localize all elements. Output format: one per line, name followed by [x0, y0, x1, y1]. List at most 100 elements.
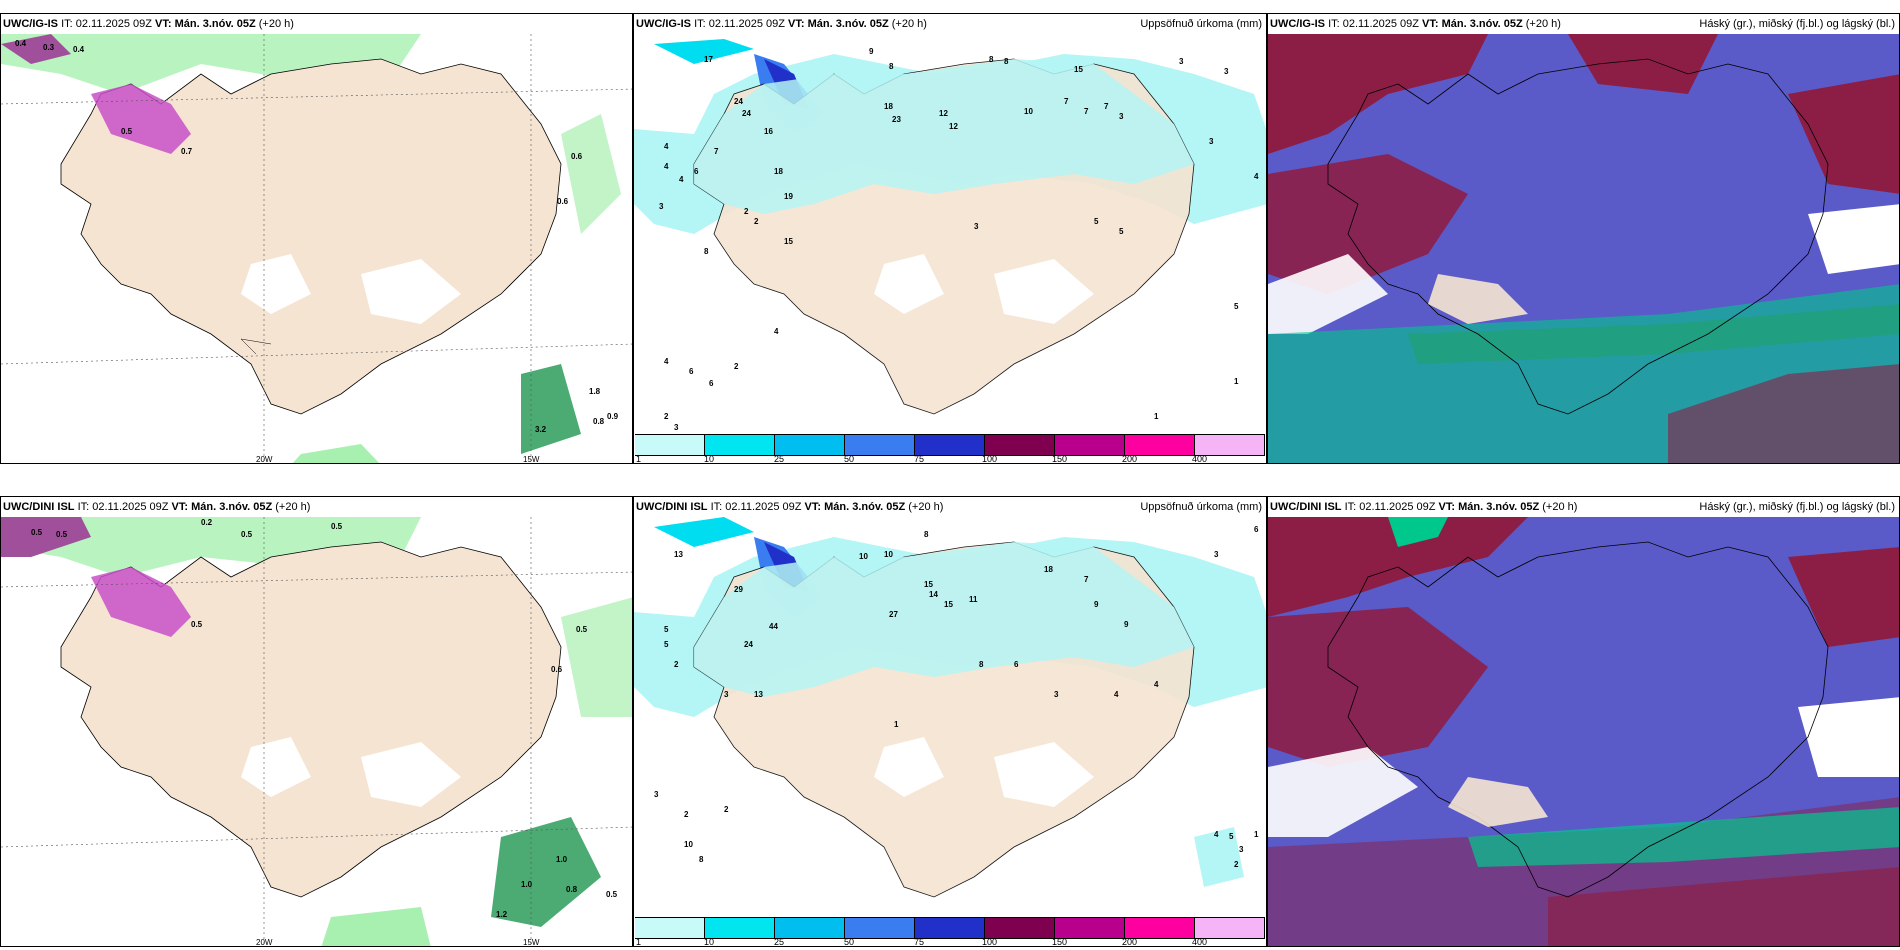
svg-text:6: 6 — [1254, 525, 1259, 534]
svg-text:16: 16 — [764, 127, 773, 136]
svg-text:3: 3 — [1239, 845, 1244, 854]
svg-text:7: 7 — [1084, 575, 1089, 584]
svg-text:1.2: 1.2 — [496, 910, 508, 919]
panel-wind-ig: UWC/IG-IS IT: 02.11.2025 09Z VT: Mán. 3.… — [0, 13, 633, 464]
svg-text:8: 8 — [889, 62, 894, 71]
svg-text:14: 14 — [929, 590, 938, 599]
svg-text:3: 3 — [1119, 112, 1124, 121]
svg-text:4: 4 — [664, 142, 669, 151]
svg-text:15: 15 — [784, 237, 793, 246]
svg-text:2: 2 — [684, 810, 689, 819]
svg-text:7: 7 — [1084, 107, 1089, 116]
svg-text:0.6: 0.6 — [571, 152, 583, 161]
svg-text:44: 44 — [769, 622, 778, 631]
svg-text:13: 13 — [674, 550, 683, 559]
svg-text:1: 1 — [1154, 412, 1159, 421]
svg-text:4: 4 — [664, 162, 669, 171]
svg-text:0.2: 0.2 — [201, 518, 213, 527]
svg-text:0.5: 0.5 — [576, 625, 588, 634]
svg-text:0.9: 0.9 — [607, 412, 619, 421]
svg-text:9: 9 — [869, 47, 874, 56]
svg-text:5: 5 — [1119, 227, 1124, 236]
panel-wind-dini: UWC/DINI ISL IT: 02.11.2025 09Z VT: Mán.… — [0, 496, 633, 947]
svg-text:1.0: 1.0 — [521, 880, 533, 889]
svg-text:2: 2 — [754, 217, 759, 226]
iceland-outline — [1327, 58, 1829, 415]
svg-text:15: 15 — [924, 580, 933, 589]
svg-text:3: 3 — [659, 202, 664, 211]
svg-text:5: 5 — [664, 640, 669, 649]
svg-text:6: 6 — [1014, 660, 1019, 669]
svg-text:8: 8 — [699, 855, 704, 864]
svg-text:11: 11 — [969, 595, 978, 604]
svg-text:1: 1 — [1254, 830, 1259, 839]
svg-text:5: 5 — [1234, 302, 1239, 311]
svg-text:0.6: 0.6 — [557, 197, 569, 206]
svg-text:2: 2 — [664, 412, 669, 421]
svg-text:2: 2 — [674, 660, 679, 669]
svg-text:3: 3 — [974, 222, 979, 231]
svg-text:4: 4 — [664, 357, 669, 366]
svg-text:0.5: 0.5 — [606, 890, 618, 899]
precip-map: 17 9 8 8 8 15 3 3 24 24 16 18 23 12 12 1… — [634, 34, 1266, 439]
svg-text:3: 3 — [1209, 137, 1214, 146]
panel-title: UWC/IG-IS IT: 02.11.2025 09Z VT: Mán. 3.… — [1270, 18, 1561, 30]
svg-text:5: 5 — [1229, 832, 1234, 841]
svg-text:0.8: 0.8 — [566, 885, 578, 894]
panel-subtitle: Uppsöfnuð úrkoma (mm) — [1140, 501, 1262, 513]
svg-text:0.4: 0.4 — [15, 39, 27, 48]
svg-text:6: 6 — [689, 367, 694, 376]
svg-text:10: 10 — [1024, 107, 1033, 116]
svg-text:6: 6 — [709, 379, 714, 388]
svg-text:4: 4 — [774, 327, 779, 336]
svg-text:15W: 15W — [523, 938, 540, 947]
svg-text:2: 2 — [1234, 860, 1239, 869]
panel-title: UWC/DINI ISL IT: 02.11.2025 09Z VT: Mán.… — [636, 501, 944, 513]
precip-map: 13 10 10 8 6 3 5 29 24 44 27 15 15 14 11… — [634, 517, 1266, 922]
svg-text:15: 15 — [1074, 65, 1083, 74]
panel-clouds-ig: UWC/IG-IS IT: 02.11.2025 09Z VT: Mán. 3.… — [1267, 13, 1900, 464]
svg-text:18: 18 — [1044, 565, 1053, 574]
svg-text:24: 24 — [742, 109, 751, 118]
svg-text:4: 4 — [679, 175, 684, 184]
svg-text:8: 8 — [1004, 57, 1009, 66]
svg-text:7: 7 — [1064, 97, 1069, 106]
svg-text:3: 3 — [654, 790, 659, 799]
panel-title: UWC/DINI ISL IT: 02.11.2025 09Z VT: Mán.… — [3, 501, 311, 513]
colorbar-ticks: 1 10 25 50 75 100 150 200 400 — [636, 454, 1208, 464]
svg-text:17: 17 — [704, 55, 713, 64]
svg-text:0.6: 0.6 — [551, 665, 563, 674]
svg-text:12: 12 — [939, 109, 948, 118]
svg-text:19: 19 — [784, 192, 793, 201]
svg-text:0.5: 0.5 — [191, 620, 203, 629]
svg-text:4: 4 — [1254, 172, 1259, 181]
precip-colorbar — [635, 434, 1265, 456]
svg-text:8: 8 — [704, 247, 709, 256]
svg-text:24: 24 — [734, 97, 743, 106]
colorbar-ticks: 1 10 25 50 75 100 150 200 400 — [636, 937, 1208, 947]
panel-title: UWC/DINI ISL IT: 02.11.2025 09Z VT: Mán.… — [1270, 501, 1578, 513]
svg-text:2: 2 — [734, 362, 739, 371]
panel-precip-ig: UWC/IG-IS IT: 02.11.2025 09Z VT: Mán. 3.… — [633, 13, 1267, 464]
svg-text:3: 3 — [724, 690, 729, 699]
svg-text:20W: 20W — [256, 455, 273, 464]
clouds-map — [1268, 34, 1899, 463]
svg-text:27: 27 — [889, 610, 898, 619]
svg-text:20W: 20W — [256, 938, 273, 947]
svg-text:9: 9 — [1124, 620, 1129, 629]
svg-text:13: 13 — [754, 690, 763, 699]
svg-text:10: 10 — [884, 550, 893, 559]
svg-text:15W: 15W — [523, 455, 540, 464]
svg-text:0.8: 0.8 — [593, 417, 605, 426]
svg-text:29: 29 — [734, 585, 743, 594]
svg-text:2: 2 — [744, 207, 749, 216]
svg-text:1: 1 — [894, 720, 899, 729]
wind-map: 20W 15W 0.4 0.3 0.4 0.6 0.6 0.7 0.5 3.2 … — [1, 34, 632, 464]
panel-title: UWC/IG-IS IT: 02.11.2025 09Z VT: Mán. 3.… — [3, 18, 294, 30]
panel-title: UWC/IG-IS IT: 02.11.2025 09Z VT: Mán. 3.… — [636, 18, 927, 30]
wind-map: 20W 15W 0.5 0.5 0.2 0.5 0.5 0.5 0.6 0.5 … — [1, 517, 632, 947]
svg-text:10: 10 — [684, 840, 693, 849]
svg-text:0.7: 0.7 — [181, 147, 193, 156]
svg-text:3: 3 — [1054, 690, 1059, 699]
svg-text:0.4: 0.4 — [73, 45, 85, 54]
